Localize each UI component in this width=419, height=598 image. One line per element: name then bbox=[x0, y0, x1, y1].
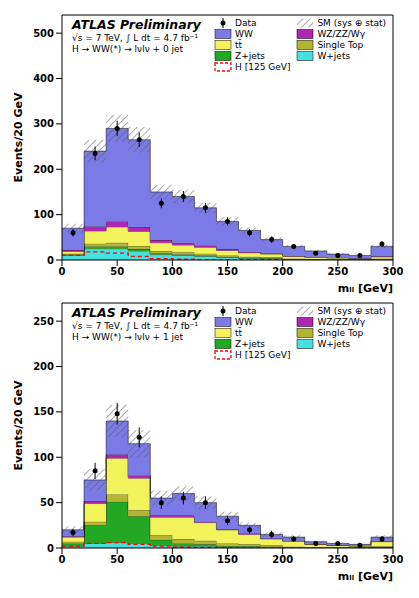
html-text:ATLAS Preliminary: ATLAS Preliminary bbox=[72, 305, 201, 320]
html-text:Z+jets: Z+jets bbox=[235, 339, 265, 349]
html-text:H → WW(*) → lνlν + 0 jet: H → WW(*) → lνlν + 0 jet bbox=[72, 43, 184, 54]
svg-text:200: 200 bbox=[33, 361, 54, 372]
svg-text:400: 400 bbox=[33, 73, 54, 84]
svg-text:Events/20 GeV: Events/20 GeV bbox=[12, 92, 25, 182]
svg-text:50: 50 bbox=[110, 554, 124, 565]
html-text:Single Top: Single Top bbox=[317, 328, 364, 338]
html-text:WZ/ZZ/Wγ: WZ/ZZ/Wγ bbox=[317, 29, 366, 39]
html-text:Z+jets: Z+jets bbox=[235, 51, 265, 61]
svg-text:200: 200 bbox=[33, 164, 54, 175]
html-text:SM (sys ⊕ stat): SM (sys ⊕ stat) bbox=[317, 18, 386, 28]
svg-text:0: 0 bbox=[59, 554, 66, 565]
html-text:H [125 GeV]: H [125 GeV] bbox=[235, 62, 291, 72]
svg-text:150: 150 bbox=[33, 406, 54, 417]
svg-text:200: 200 bbox=[272, 266, 293, 277]
svg-text:mₗₗ [GeV]: mₗₗ [GeV] bbox=[338, 282, 393, 295]
svg-text:250: 250 bbox=[327, 266, 348, 277]
svg-text:50: 50 bbox=[40, 497, 54, 508]
svg-text:0: 0 bbox=[47, 255, 54, 266]
html-text:W+jets: W+jets bbox=[317, 51, 351, 61]
svg-text:150: 150 bbox=[217, 554, 238, 565]
html-text:√s = 7 TeV, ∫ L dt = 4.7 fb⁻¹: √s = 7 TeV, ∫ L dt = 4.7 fb⁻¹ bbox=[72, 32, 198, 43]
svg-text:150: 150 bbox=[217, 266, 238, 277]
html-text:√s = 7 TeV, ∫ L dt = 4.7 fb⁻¹: √s = 7 TeV, ∫ L dt = 4.7 fb⁻¹ bbox=[72, 320, 198, 331]
html-text:H [125 GeV]: H [125 GeV] bbox=[235, 350, 291, 360]
html-text:WW: WW bbox=[235, 29, 253, 39]
svg-text:mₗₗ [GeV]: mₗₗ [GeV] bbox=[338, 570, 393, 583]
svg-text:Events/20 GeV: Events/20 GeV bbox=[12, 380, 25, 470]
svg-text:200: 200 bbox=[272, 554, 293, 565]
html-text:tt̄: tt̄ bbox=[235, 40, 243, 50]
svg-text:300: 300 bbox=[383, 554, 404, 565]
svg-text:100: 100 bbox=[162, 554, 183, 565]
svg-text:0: 0 bbox=[47, 543, 54, 554]
svg-text:100: 100 bbox=[33, 209, 54, 220]
html-text:Data: Data bbox=[235, 306, 257, 316]
svg-text:300: 300 bbox=[33, 118, 54, 129]
svg-text:50: 50 bbox=[110, 266, 124, 277]
svg-text:100: 100 bbox=[162, 266, 183, 277]
html-text:Single Top: Single Top bbox=[317, 40, 364, 50]
html-text:tt̄: tt̄ bbox=[235, 328, 243, 338]
svg-text:0: 0 bbox=[59, 266, 66, 277]
svg-text:250: 250 bbox=[33, 316, 54, 327]
html-text:WW: WW bbox=[235, 317, 253, 327]
html-text:W+jets: W+jets bbox=[317, 339, 351, 349]
html-text:SM (sys ⊕ stat): SM (sys ⊕ stat) bbox=[317, 306, 386, 316]
html-text:Data: Data bbox=[235, 18, 257, 28]
svg-text:100: 100 bbox=[33, 452, 54, 463]
svg-text:500: 500 bbox=[33, 28, 54, 39]
svg-text:300: 300 bbox=[383, 266, 404, 277]
html-text:WZ/ZZ/Wγ: WZ/ZZ/Wγ bbox=[317, 317, 366, 327]
html-text:H → WW(*) → lνlν + 1 jet: H → WW(*) → lνlν + 1 jet bbox=[72, 331, 184, 342]
svg-text:250: 250 bbox=[327, 554, 348, 565]
html-text:ATLAS Preliminary: ATLAS Preliminary bbox=[72, 17, 201, 32]
